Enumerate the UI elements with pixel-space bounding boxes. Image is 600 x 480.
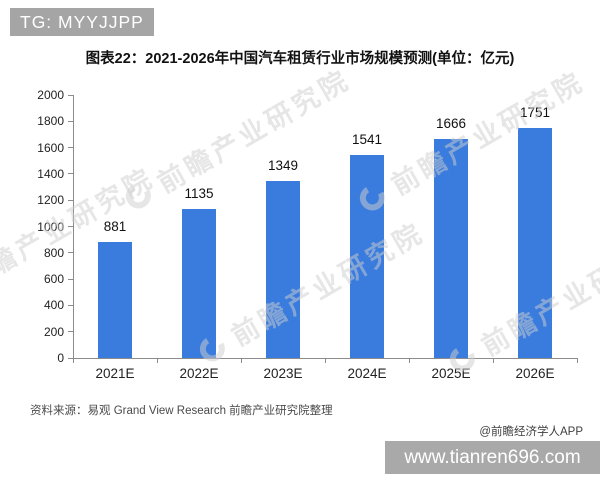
qianzhan-logo-icon [125,184,151,208]
bar [434,138,468,358]
bar-value-label: 881 [103,219,127,235]
bar-value-label: 1666 [435,115,467,131]
x-tick-label: 2022E [179,366,219,381]
y-tick-label: 1200 [37,193,64,208]
source-note: 资料来源：易观 Grand View Research 前瞻产业研究院整理 [30,405,333,417]
chart-title: 图表22：2021-2026年中国汽车租赁行业市场规模预测(单位：亿元) [85,51,515,67]
x-tick-label: 2021E [95,366,135,381]
y-tick-label: 2000 [37,88,64,102]
bar-value-label: 1135 [184,185,214,201]
x-axis-tick [157,358,158,363]
bar [350,155,384,358]
y-tick-label: 600 [43,272,64,287]
x-axis-tick [73,358,74,363]
y-tick-label: 200 [43,324,64,339]
y-axis-tick [68,199,73,201]
y-axis-tick [68,278,73,280]
bar [266,180,300,358]
watermark-text: 前瞻产业研究院 [226,217,430,352]
x-tick-label: 2026E [515,366,555,381]
y-tick-label: 0 [57,351,64,365]
y-axis-tick [68,357,73,359]
y-tick-label: 1000 [37,219,64,234]
x-tick-label: 2025E [431,366,471,381]
x-axis-tick [409,358,410,363]
y-tick-label: 1800 [37,114,64,129]
y-tick-label: 1400 [37,166,64,181]
y-axis-tick [68,226,73,227]
site-url-bar: www.tianren696.com [385,441,600,474]
y-axis-tick [68,252,73,254]
site-url-text: www.tianren696.com [404,446,581,468]
y-axis-tick [68,304,73,306]
bar-value-label: 1349 [267,157,299,173]
y-axis-tick [68,331,73,333]
y-tick-label: 800 [43,245,64,260]
x-tick-label: 2023E [263,366,303,381]
y-tick-label: 1600 [37,140,64,155]
y-axis-line [73,95,74,358]
y-axis-tick [68,94,73,96]
x-axis-tick [577,358,578,363]
x-tick-label: 2024E [347,366,387,381]
y-axis-tick [68,173,73,175]
bar-value-label: 1751 [519,104,551,120]
y-tick-label: 400 [43,298,64,313]
bar-value-label: 1541 [351,132,383,148]
x-axis-tick [493,358,494,363]
y-axis-tick [68,147,73,149]
watermark-text: 前瞻产业研究院 [386,66,590,201]
watermark-text: 前瞻产业研究院 [152,64,356,199]
x-axis-tick [325,358,326,363]
bar [518,127,552,358]
credit-line: @前瞻经济学人APP [479,426,583,438]
y-axis-tick [68,120,73,122]
bar [182,208,216,358]
watermark-tile: 前瞻产业研究院 [190,211,430,372]
tg-badge: TG: MYYJJPP [10,8,154,36]
bar [98,242,132,358]
x-axis-tick [241,358,242,363]
